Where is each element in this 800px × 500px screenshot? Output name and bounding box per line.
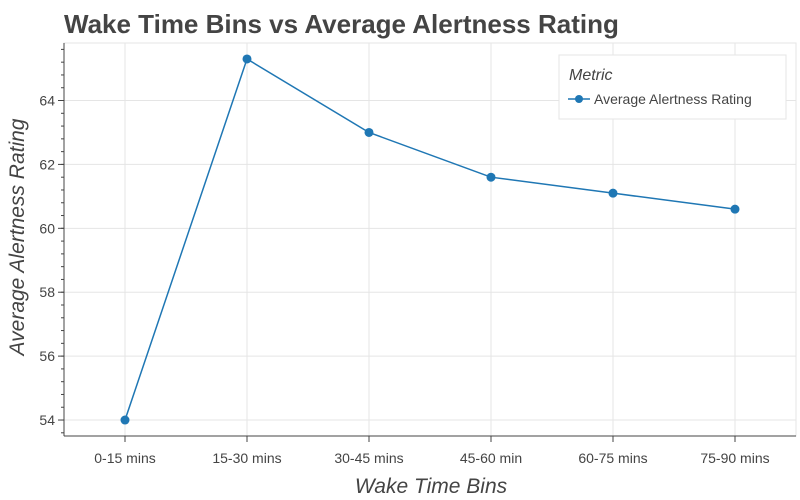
x-axis-title: Wake Time Bins bbox=[355, 475, 508, 498]
data-point bbox=[486, 172, 496, 182]
series bbox=[120, 54, 740, 425]
x-tick-label: 0-15 mins bbox=[94, 450, 155, 466]
data-point bbox=[364, 127, 374, 137]
data-point bbox=[120, 415, 130, 425]
legend: Metric Average Alertness Rating bbox=[558, 54, 787, 120]
y-tick-label: 54 bbox=[39, 412, 55, 428]
x-tick-label: 60-75 mins bbox=[578, 450, 647, 466]
y-tick-label: 58 bbox=[39, 284, 55, 300]
x-tick-label: 15-30 mins bbox=[212, 450, 281, 466]
legend-label: Average Alertness Rating bbox=[594, 91, 752, 107]
y-axis-ticks: 54 56 58 60 62 64 bbox=[39, 48, 64, 434]
series-line bbox=[124, 57, 736, 421]
legend-marker-swatch bbox=[575, 95, 583, 103]
y-axis-title: Average Alertness Rating bbox=[6, 118, 29, 357]
data-point bbox=[730, 204, 740, 214]
x-tick-label: 45-60 min bbox=[460, 450, 522, 466]
x-tick-label: 30-45 mins bbox=[334, 450, 403, 466]
y-tick-label: 56 bbox=[39, 348, 55, 364]
chart-title: Wake Time Bins vs Average Alertness Rati… bbox=[64, 9, 619, 39]
data-point bbox=[608, 188, 618, 198]
data-point bbox=[242, 54, 252, 64]
legend-title: Metric bbox=[569, 67, 613, 84]
y-tick-label: 64 bbox=[39, 93, 55, 109]
x-tick-label: 75-90 mins bbox=[700, 450, 769, 466]
y-tick-label: 62 bbox=[39, 156, 55, 172]
x-axis-ticks: 0-15 mins 15-30 mins 30-45 mins 45-60 min 60… bbox=[94, 436, 770, 466]
axes bbox=[63, 43, 796, 437]
legend-box bbox=[558, 54, 787, 120]
y-tick-label: 60 bbox=[39, 220, 55, 236]
